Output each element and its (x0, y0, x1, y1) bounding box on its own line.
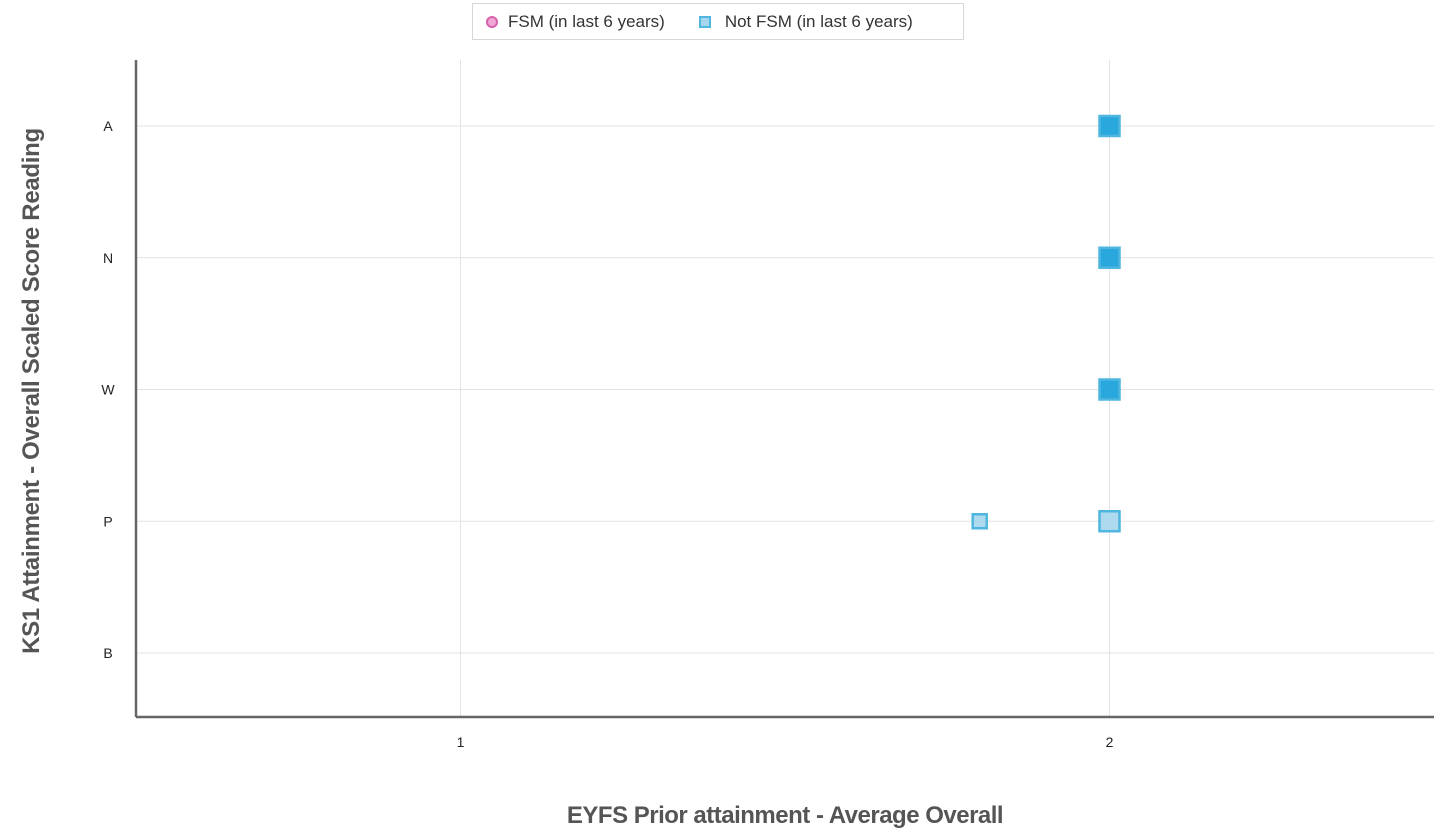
data-point-not-fsm-0[interactable] (1098, 114, 1121, 138)
y-tick-label-b: B (103, 645, 112, 661)
y-tick-label-p: P (103, 513, 112, 529)
y-tick-label-a: A (103, 118, 113, 134)
y-tick-label-n: N (103, 250, 113, 266)
legend-entry-fsm[interactable]: FSM (in last 6 years) (486, 12, 665, 32)
data-point-not-fsm-2[interactable] (1098, 378, 1121, 401)
data-point-not-fsm-3[interactable] (1098, 510, 1121, 533)
y-axis-title: KS1 Attainment - Overall Scaled Score Re… (18, 128, 45, 654)
x-tick-label-2: 2 (1106, 734, 1114, 750)
data-point-not-fsm-4[interactable] (971, 513, 988, 530)
square-marker-icon (698, 15, 711, 28)
legend-label-not-fsm: Not FSM (in last 6 years) (724, 11, 913, 31)
legend-label-fsm: FSM (in last 6 years) (508, 11, 665, 31)
chart-legend: FSM (in last 6 years) Not FSM (in last 6… (472, 3, 964, 40)
y-tick-label-w: W (101, 382, 115, 398)
data-point-not-fsm-1[interactable] (1098, 246, 1121, 269)
circle-marker-icon (486, 15, 498, 28)
x-axis-title: EYFS Prior attainment - Average Overall (566, 802, 1004, 829)
legend-entry-not-fsm[interactable]: Not FSM (in last 6 years) (698, 11, 913, 32)
x-tick-label-1: 1 (457, 734, 465, 750)
